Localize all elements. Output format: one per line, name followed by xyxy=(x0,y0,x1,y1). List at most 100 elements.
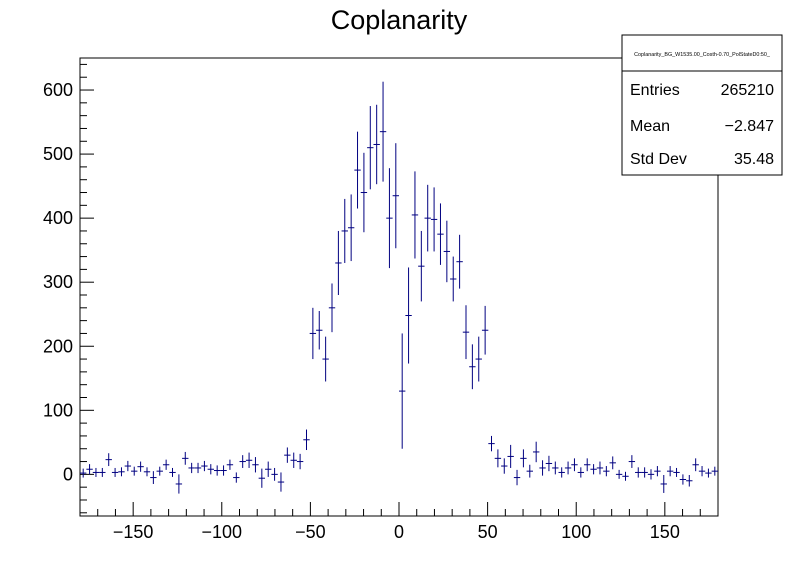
data-point xyxy=(481,305,489,355)
data-point xyxy=(233,472,240,483)
data-point xyxy=(162,459,170,470)
data-point xyxy=(245,452,253,468)
data-point xyxy=(698,466,706,477)
data-point xyxy=(635,467,642,478)
data-point xyxy=(564,461,572,475)
data-point xyxy=(456,234,463,289)
data-point xyxy=(188,462,195,474)
data-point xyxy=(545,455,553,472)
data-point xyxy=(137,461,144,472)
data-point xyxy=(488,435,495,452)
data-point xyxy=(341,198,348,263)
data-point xyxy=(692,458,699,472)
data-point xyxy=(584,458,591,472)
data-point xyxy=(437,203,444,265)
data-point xyxy=(615,469,623,479)
y-tick-label: 600 xyxy=(43,80,73,100)
stats-entries-label: Entries xyxy=(630,82,680,99)
data-point xyxy=(143,467,151,477)
data-point xyxy=(399,333,406,449)
data-point xyxy=(443,220,451,283)
data-point xyxy=(150,471,157,484)
data-point xyxy=(360,152,368,233)
y-axis: 0 100 200 300 400 500 600 xyxy=(43,63,94,514)
stats-mean-value: −2.847 xyxy=(725,118,774,135)
stats-entries-value: 265210 xyxy=(721,82,774,99)
data-point xyxy=(513,469,521,486)
data-point xyxy=(277,472,285,492)
data-point xyxy=(303,429,310,451)
data-point xyxy=(258,468,266,488)
data-point xyxy=(207,464,214,475)
data-point xyxy=(679,474,687,485)
stats-box-frame xyxy=(621,34,783,176)
y-tick-label: 400 xyxy=(43,208,73,228)
data-point xyxy=(118,467,125,477)
data-point xyxy=(711,466,718,476)
data-point xyxy=(571,458,578,472)
data-point xyxy=(290,452,297,468)
data-point xyxy=(86,464,93,475)
x-tick-label: 150 xyxy=(650,522,680,542)
data-point xyxy=(80,468,87,478)
data-point xyxy=(673,467,680,477)
data-point xyxy=(392,143,399,249)
data-point xyxy=(628,455,636,468)
data-point xyxy=(156,466,163,476)
data-point xyxy=(271,467,278,481)
data-point xyxy=(316,311,323,350)
data-point xyxy=(469,344,476,390)
data-point xyxy=(552,461,559,475)
data-point xyxy=(660,475,667,493)
data-point xyxy=(220,465,227,476)
data-point xyxy=(99,467,106,477)
x-tick-label: −50 xyxy=(295,522,326,542)
data-point xyxy=(405,267,412,364)
data-point xyxy=(654,466,661,477)
data-point xyxy=(322,336,329,382)
data-point xyxy=(373,104,380,185)
data-point xyxy=(347,194,355,262)
data-point xyxy=(252,457,259,473)
data-point xyxy=(182,451,189,465)
data-point xyxy=(577,467,585,478)
data-point xyxy=(367,106,374,190)
data-point xyxy=(430,187,438,252)
data-point xyxy=(386,168,393,269)
data-point xyxy=(494,449,502,468)
y-tick-label: 100 xyxy=(43,400,73,420)
data-point xyxy=(666,466,674,477)
data-point xyxy=(296,453,304,470)
x-tick-label: −100 xyxy=(202,522,243,542)
x-axis: −150 −100 −50 0 50 100 150 xyxy=(97,502,701,542)
data-point xyxy=(603,466,610,477)
data-point xyxy=(328,283,336,333)
data-point xyxy=(641,467,648,478)
data-point xyxy=(105,453,112,467)
data-point xyxy=(507,444,514,468)
data-point xyxy=(532,441,540,463)
data-point xyxy=(354,131,361,209)
data-point xyxy=(609,456,616,470)
data-point xyxy=(265,461,272,477)
chart-title: Coplanarity xyxy=(331,5,468,35)
y-tick-label: 500 xyxy=(43,144,73,164)
y-tick-label: 300 xyxy=(43,272,73,292)
stats-stddev-value: 35.48 xyxy=(734,151,774,168)
data-point xyxy=(213,465,221,476)
data-point xyxy=(520,449,527,468)
stats-box: Coplanarity_BG_W1535.00_Costh-0.70_PolSt… xyxy=(621,34,783,176)
data-point xyxy=(501,458,508,474)
data-point xyxy=(705,468,712,478)
data-point xyxy=(475,336,482,382)
data-point xyxy=(92,467,100,477)
stats-stddev-label: Std Dev xyxy=(630,151,687,168)
data-point xyxy=(596,461,604,475)
data-point xyxy=(335,230,342,296)
data-point xyxy=(111,467,119,477)
data-point xyxy=(424,184,431,252)
stats-box-name: Coplanarity_BG_W1535.00_Costh-0.70_PolSt… xyxy=(634,52,771,58)
data-point xyxy=(194,462,202,474)
